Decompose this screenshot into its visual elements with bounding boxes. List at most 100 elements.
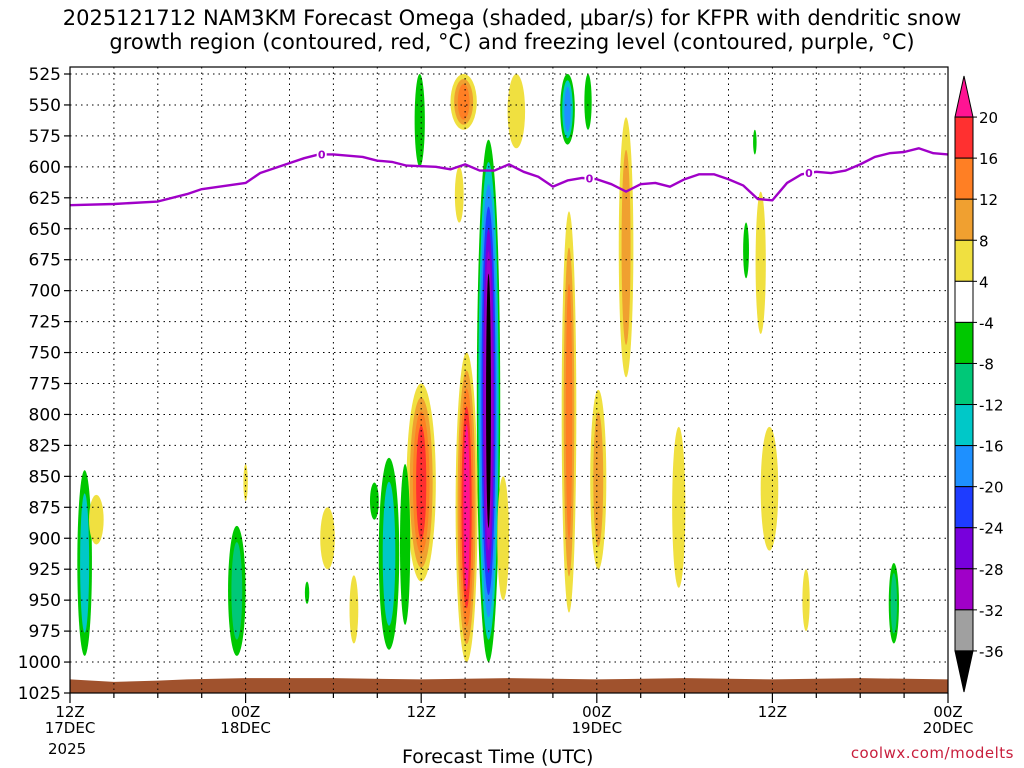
omega-shaded-field	[77, 74, 899, 663]
omega-feature	[476, 139, 501, 663]
y-tick-label: 650	[29, 220, 61, 240]
colorbar-label: -20	[979, 479, 1004, 497]
omega-shell	[584, 74, 592, 130]
colorbar-label: 4	[979, 273, 989, 291]
y-tick-label: 1025	[18, 684, 61, 704]
colorbar: 20 16 12 8 4 -4 -8 -12 -16 -20 -24 -28 -32 -36	[954, 75, 1004, 693]
omega-feature	[760, 426, 779, 551]
colorbar-swatch	[954, 404, 974, 447]
colorbar-swatch	[954, 527, 974, 570]
x-axis-title: Forecast Time (UTC)	[402, 746, 594, 768]
y-tick-label: 975	[29, 622, 61, 642]
y-tick-label: 550	[29, 96, 61, 116]
omega-feature	[743, 222, 749, 279]
omega-shell	[621, 149, 631, 345]
omega-feature	[304, 581, 310, 604]
site-credit: coolwx.com/modelts	[850, 744, 1014, 762]
omega-shell	[593, 412, 604, 547]
x-tick-time: 12Z	[757, 703, 788, 721]
omega-shell	[890, 573, 898, 634]
y-tick-label: 525	[29, 65, 61, 85]
omega-feature	[560, 74, 575, 145]
omega-shell	[89, 494, 104, 545]
colorbar-label: 20	[979, 109, 998, 127]
omega-feature	[228, 525, 246, 656]
omega-feature	[590, 389, 607, 570]
omega-shell	[80, 493, 90, 633]
omega-feature	[561, 211, 577, 613]
colorbar-label: -32	[979, 602, 1004, 620]
x-tick-date: 19DEC	[571, 719, 623, 737]
x-tick-time: 12Z	[55, 703, 85, 721]
colorbar-cap-bottom	[954, 650, 974, 693]
y-tick-label: 875	[29, 498, 61, 518]
omega-feature	[369, 482, 379, 520]
freezing-level-line	[70, 147, 948, 207]
omega-shell	[399, 463, 411, 625]
x-tick-time: 00Z	[230, 703, 261, 721]
freezing-level-contour: 0 0 0	[70, 147, 948, 207]
omega-feature	[378, 457, 400, 650]
omega-feature	[618, 117, 634, 378]
omega-shell	[320, 507, 335, 570]
colorbar-label: 16	[979, 150, 998, 168]
colorbar-label: -12	[979, 397, 1004, 415]
x-tick-date: 17DEC	[44, 719, 96, 737]
freezing-level-label: 0	[318, 148, 326, 161]
colorbar-label: 8	[979, 232, 989, 250]
colorbar-swatch	[954, 239, 974, 282]
omega-feature	[77, 470, 92, 656]
colorbar-swatch	[954, 198, 974, 241]
omega-shell	[414, 74, 425, 167]
y-tick-label: 600	[29, 158, 61, 178]
chart-title-line1: 2025121712 NAM3KM Forecast Omega (shaded…	[62, 6, 962, 30]
omega-shell	[454, 166, 464, 223]
y-tick-label: 950	[29, 591, 61, 611]
x-tick-label: 00Z 18DEC	[206, 704, 286, 736]
omega-shell	[672, 426, 686, 588]
omega-feature	[399, 463, 411, 625]
x-tick-time: 12Z	[406, 703, 436, 721]
y-tick-label: 1000	[18, 653, 61, 673]
freezing-level-label: 0	[586, 173, 594, 186]
omega-shell	[753, 129, 757, 155]
omega-feature	[243, 463, 248, 502]
omega-feature	[888, 563, 899, 644]
ground-surface	[70, 678, 948, 693]
colorbar-label: -28	[979, 561, 1004, 579]
colorbar-swatch	[954, 445, 974, 488]
x-tick-time: 00Z	[933, 703, 963, 721]
colorbar-swatch	[954, 362, 974, 406]
omega-shell	[457, 84, 470, 120]
x-tick-date: 18DEC	[220, 719, 271, 737]
omega-feature	[414, 74, 425, 167]
omega-feature	[755, 191, 766, 334]
omega-shell	[382, 481, 396, 626]
contour-label-bg	[316, 148, 327, 161]
colorbar-swatch	[954, 568, 974, 611]
ground-layer	[70, 678, 948, 693]
x-tick-label: 12Z	[732, 704, 812, 720]
dotted-grid	[70, 67, 948, 693]
omega-shell	[416, 425, 427, 540]
y-tick-label: 850	[29, 467, 61, 487]
omega-shell	[231, 542, 243, 640]
omega-feature	[89, 494, 104, 545]
omega-feature	[450, 74, 477, 130]
omega-feature	[753, 129, 757, 155]
omega-feature	[454, 166, 464, 223]
y-tick-label: 575	[29, 127, 61, 147]
colorbar-swatch	[954, 280, 974, 323]
x-tick-label: 00Z 19DEC	[557, 704, 637, 736]
omega-feature	[349, 575, 359, 644]
omega-shell	[349, 575, 359, 644]
omega-shell	[802, 569, 810, 632]
x-tick-time: 00Z	[582, 703, 612, 721]
omega-shell	[565, 283, 573, 541]
colorbar-label: 12	[979, 191, 998, 209]
year-label: 2025	[48, 740, 87, 758]
contour-label-bg	[803, 167, 814, 180]
y-tick-label: 800	[29, 405, 61, 425]
omega-shell	[304, 581, 310, 604]
omega-shell	[564, 86, 571, 132]
